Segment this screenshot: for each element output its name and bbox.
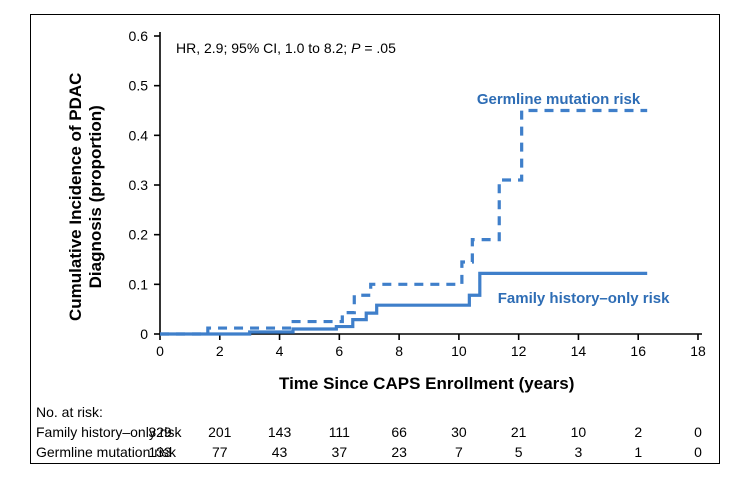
risk-value: 77: [212, 444, 228, 460]
risk-table-header: No. at risk:: [36, 404, 103, 420]
x-tick-label: 2: [216, 343, 224, 359]
figure-stage: Cumulative Incidence of PDAC Diagnosis (…: [30, 14, 720, 464]
x-tick-label: 12: [511, 343, 527, 359]
x-axis-label: Time Since CAPS Enrollment (years): [279, 374, 574, 394]
risk-value: 7: [455, 444, 463, 460]
y-tick-label: 0.4: [129, 127, 149, 143]
risk-value: 2: [634, 424, 642, 440]
y-axis-label: Cumulative Incidence of PDAC Diagnosis (…: [66, 73, 106, 321]
figure-root: Cumulative Incidence of PDAC Diagnosis (…: [0, 0, 754, 502]
risk-value: 66: [391, 424, 407, 440]
x-tick-label: 8: [395, 343, 403, 359]
x-tick-label: 4: [276, 343, 284, 359]
y-tick-label: 0.5: [129, 78, 149, 94]
x-tick-label: 6: [335, 343, 343, 359]
risk-value: 5: [515, 444, 523, 460]
x-tick-label: 16: [630, 343, 646, 359]
y-axis-label-line1: Cumulative Incidence of PDAC: [66, 73, 85, 321]
risk-value: 30: [451, 424, 467, 440]
risk-value: 329: [148, 424, 171, 440]
risk-value: 10: [571, 424, 587, 440]
stats-annotation: HR, 2.9; 95% CI, 1.0 to 8.2; P = .05: [176, 40, 396, 56]
risk-value: 21: [511, 424, 527, 440]
risk-value: 1: [634, 444, 642, 460]
series-label-germline: Germline mutation risk: [477, 91, 640, 108]
risk-value: 111: [329, 424, 350, 440]
risk-value: 43: [272, 444, 288, 460]
y-tick-label: 0.3: [129, 177, 149, 193]
y-tick-label: 0: [140, 326, 148, 342]
x-tick-label: 18: [690, 343, 706, 359]
plot-svg: 00.10.20.30.40.50.6024681012141618: [30, 14, 720, 464]
y-tick-label: 0.2: [129, 227, 149, 243]
risk-value: 23: [391, 444, 407, 460]
y-tick-label: 0.6: [129, 28, 149, 44]
y-axis-label-line2: Diagnosis (proportion): [86, 105, 105, 288]
x-tick-label: 14: [571, 343, 587, 359]
risk-value: 133: [148, 444, 171, 460]
risk-value: 3: [575, 444, 583, 460]
x-tick-label: 0: [156, 343, 164, 359]
risk-value: 201: [208, 424, 231, 440]
series-label-family: Family history–only risk: [498, 290, 670, 307]
x-tick-label: 10: [451, 343, 467, 359]
y-tick-label: 0.1: [129, 276, 149, 292]
risk-value: 0: [694, 424, 702, 440]
risk-value: 0: [694, 444, 702, 460]
risk-value: 37: [332, 444, 348, 460]
risk-value: 143: [268, 424, 291, 440]
